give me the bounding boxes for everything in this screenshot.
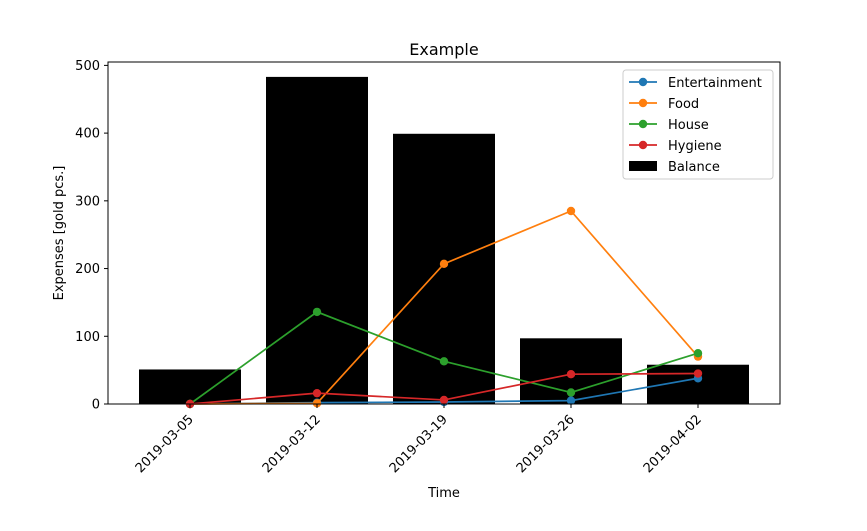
legend: Entertainment Food House Hygiene Balance [622,69,774,180]
legend-label-balance: Balance [668,160,720,175]
y-axis-label: Expenses [gold pcs.] [52,166,67,301]
y-tick-label: 200 [75,262,100,277]
point-food-2019-03-26 [566,206,576,216]
point-hygiene-2019-03-12 [312,388,322,398]
legend-marker-entertainment [638,77,648,87]
point-food-2019-03-19 [439,259,449,269]
legend-swatch-balance [629,161,657,171]
legend-label-hygiene: Hygiene [668,139,722,154]
legend-label-house: House [668,118,709,133]
point-hygiene-2019-03-26 [566,370,576,379]
bar-balance-2019-03-12 [266,76,368,404]
y-tick-label: 500 [75,59,100,74]
legend-box [622,69,774,180]
bar-balance-2019-03-05 [139,369,241,404]
point-food-2019-03-12 [312,399,322,408]
legend-marker-hygiene [638,140,648,150]
point-hygiene-2019-03-19 [439,395,449,405]
point-house-2019-03-12 [312,307,322,317]
point-house-2019-03-26 [566,388,576,397]
y-tick-label: 300 [75,194,100,209]
y-tick-label: 400 [75,127,100,142]
legend-marker-food [638,98,648,108]
point-house-2019-04-02 [693,349,703,358]
legend-marker-house [638,119,648,129]
legend-label-food: Food [668,97,699,112]
point-hygiene-2019-04-02 [693,369,703,378]
y-tick-label: 100 [75,330,100,345]
point-house-2019-03-19 [439,357,449,366]
y-tick-label: 0 [92,398,100,413]
legend-label-entertainment: Entertainment [668,76,762,91]
chart-title: Example [409,40,478,59]
point-entertainment-2019-03-26 [566,396,576,405]
y-axis: 0 100 200 300 400 500 [75,59,108,413]
x-axis-label: Time [427,486,460,501]
